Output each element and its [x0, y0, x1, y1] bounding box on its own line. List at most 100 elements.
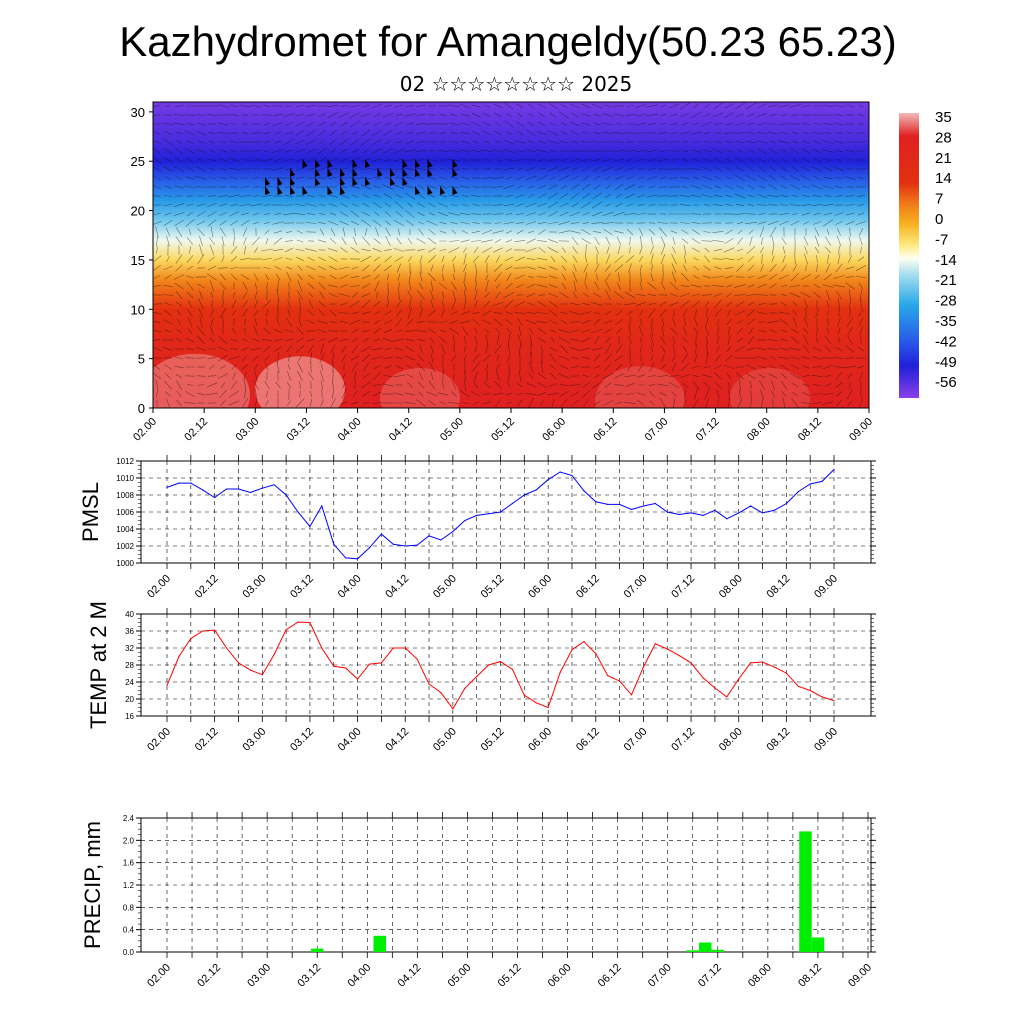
data-point	[750, 505, 752, 507]
x-tick-label: 07.00	[622, 726, 650, 754]
precip-bar	[686, 950, 699, 952]
data-point	[380, 662, 382, 664]
data-point	[404, 647, 406, 649]
data-point	[559, 471, 561, 473]
data-point	[273, 653, 275, 656]
data-point	[285, 629, 287, 631]
wind-barb	[452, 186, 458, 195]
precip-bar	[373, 935, 386, 952]
x-tick-label: 02.00	[145, 962, 173, 990]
colorbar-scale	[899, 113, 919, 398]
wind-barb	[452, 159, 458, 168]
y-tick-label: 40	[125, 610, 134, 619]
y-tick-label: 5	[138, 352, 145, 367]
warm-spot	[730, 368, 810, 408]
data-point	[607, 675, 609, 677]
data-point	[226, 488, 228, 490]
x-tick-label: 08.12	[765, 726, 793, 754]
wind-barb	[315, 177, 320, 186]
data-point	[750, 662, 752, 664]
data-point	[214, 496, 216, 499]
x-tick-label: 06.12	[596, 962, 624, 990]
x-tick-label: 08.00	[717, 573, 745, 601]
data-point	[833, 700, 835, 702]
data-point	[583, 490, 585, 492]
data-point	[392, 543, 394, 545]
data-point	[476, 514, 478, 517]
y-tick-label: 2.0	[123, 836, 135, 845]
wind-barb	[352, 159, 358, 168]
data-point	[309, 525, 311, 528]
data-point	[345, 557, 347, 559]
x-tick-label: 06.12	[574, 726, 602, 754]
data-point	[440, 539, 442, 541]
wind-barb	[365, 159, 370, 168]
data-point	[249, 491, 251, 494]
wind-vector-lines	[153, 102, 867, 408]
data-point	[785, 672, 788, 674]
data-point	[309, 621, 311, 624]
data-point	[285, 494, 287, 496]
precip-bar	[311, 948, 324, 952]
data-point	[464, 519, 466, 522]
y-tick-label: 24	[125, 678, 134, 687]
wind-barbs	[265, 159, 458, 195]
data-point	[535, 702, 537, 704]
data-point	[607, 503, 609, 505]
precip-panel: 0.0 0.4 0.8 1.2 1.6 2.0 2.4 02.00 02.12 03.00 03.1…	[80, 812, 876, 990]
data-point	[666, 648, 668, 650]
x-tick-label: 05.00	[431, 726, 459, 754]
colorbar-label: -56	[935, 374, 957, 391]
x-tick-label: 07.12	[669, 726, 697, 754]
colorbar-label: 28	[935, 129, 952, 146]
data-point	[404, 545, 406, 547]
temperature-field	[153, 102, 869, 408]
x-tick-label: 07.00	[646, 962, 674, 990]
data-point	[809, 689, 811, 692]
data-point	[511, 668, 513, 670]
data-point	[357, 558, 359, 560]
data-point	[464, 687, 466, 690]
data-point	[321, 505, 323, 507]
precip-bar	[699, 942, 712, 952]
x-tick-label: 07.00	[622, 573, 650, 601]
wind-barb	[327, 168, 333, 177]
colorbar-label: -35	[935, 313, 957, 330]
pmsl-panel: 1000 1002 1004 1006 1008 1010 1012 02.00 02.12 03…	[78, 455, 876, 601]
y-tick-label: 0	[138, 401, 145, 416]
data-point	[642, 505, 645, 507]
y-tick-label: 28	[125, 661, 134, 670]
x-tick-label: 05.12	[479, 573, 507, 601]
wind-barb	[427, 159, 433, 168]
x-tick-label: 03.00	[245, 962, 273, 990]
x-tick-label: 03.12	[295, 962, 323, 990]
x-tick-label: 02.12	[193, 726, 221, 754]
wind-barb	[402, 159, 408, 168]
data-point	[773, 666, 776, 668]
x-tick-label: 08.00	[745, 416, 773, 444]
wind-barb	[377, 168, 383, 177]
x-tick-label: 06.00	[526, 573, 554, 601]
x-tick-label: 04.12	[383, 573, 411, 601]
data-point	[202, 489, 204, 491]
x-tick-label: 02.00	[145, 573, 173, 601]
x-tick-label: 05.00	[446, 962, 474, 990]
data-point	[595, 501, 597, 503]
x-tick-label: 03.00	[240, 726, 268, 754]
x-tick-label: 02.12	[182, 416, 210, 444]
data-point	[726, 696, 728, 698]
y-tick-label: 30	[131, 105, 145, 120]
wind-barb	[440, 186, 445, 195]
y-tick-label: 20	[125, 695, 134, 704]
wind-barb	[427, 168, 433, 177]
precip-bar	[799, 831, 812, 952]
data-point	[357, 678, 359, 680]
data-point	[666, 511, 668, 513]
x-tick-label: 05.12	[489, 416, 517, 444]
y-tick-label: 1008	[116, 491, 134, 500]
data-point	[678, 513, 680, 516]
y-tick-label: 1006	[116, 508, 134, 517]
data-point	[535, 489, 537, 491]
wind-barb	[315, 159, 320, 168]
data-point	[214, 629, 216, 631]
